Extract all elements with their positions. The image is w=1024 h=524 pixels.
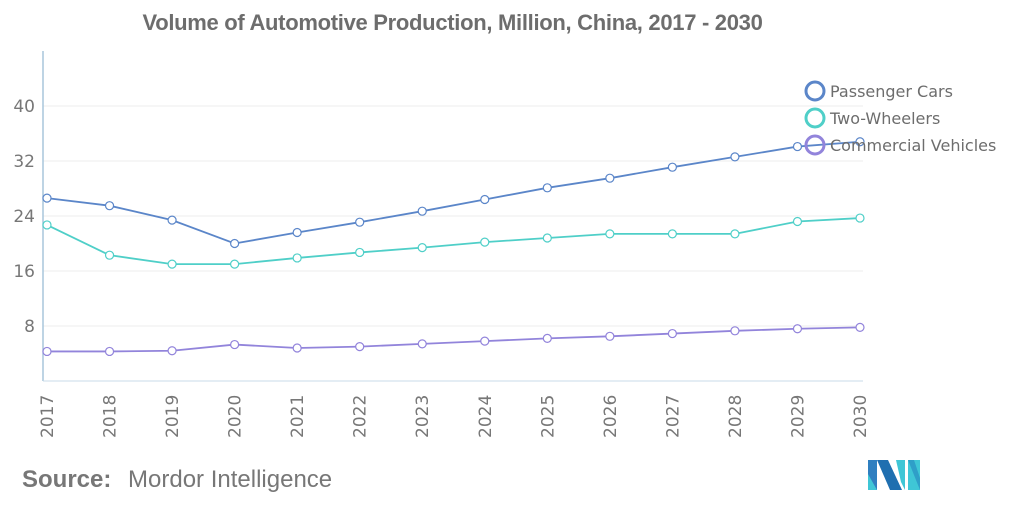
legend-label: Commercial Vehicles	[830, 136, 996, 155]
data-point	[855, 137, 865, 147]
data-point	[167, 259, 177, 269]
chart-title: Volume of Automotive Production, Million…	[142, 10, 763, 35]
data-point	[542, 333, 552, 343]
x-tick-label: 2023	[413, 395, 433, 438]
data-point	[417, 339, 427, 349]
legend-marker-icon	[804, 80, 826, 102]
data-point	[355, 342, 365, 352]
source-label: Source:	[22, 466, 112, 493]
data-point	[480, 336, 490, 346]
data-point	[355, 217, 365, 227]
data-point	[230, 259, 240, 269]
series-line	[47, 326, 861, 353]
x-tick-label: 2028	[726, 395, 746, 438]
legend: Passenger Cars Two-Wheelers Commercial Veh…	[804, 80, 996, 156]
x-tick-label: 2027	[663, 395, 683, 438]
x-tick-label: 2021	[288, 395, 308, 438]
x-tick-label: 2017	[38, 395, 58, 438]
x-tick-label: 2026	[601, 395, 621, 438]
data-point	[230, 339, 240, 350]
data-point	[167, 346, 177, 356]
y-tick-label: 40	[13, 97, 35, 117]
data-point	[855, 213, 865, 223]
series-passenger-cars	[42, 137, 865, 249]
series-commercial-vehicles	[42, 322, 865, 357]
data-point	[730, 152, 740, 162]
data-point	[667, 229, 677, 239]
data-point	[667, 328, 677, 339]
data-point	[42, 346, 52, 357]
x-axis-ticks: 2017 2018 2019 2020 2021 2022 2023 2024 2025 2026…	[38, 395, 871, 438]
data-point	[292, 253, 302, 263]
data-point	[292, 227, 302, 238]
y-tick-label: 16	[13, 262, 35, 282]
legend-item: Commercial Vehicles	[804, 134, 996, 156]
x-tick-label: 2018	[101, 395, 121, 438]
data-point	[605, 229, 615, 239]
data-point	[292, 343, 302, 353]
data-point	[792, 216, 803, 227]
x-tick-label: 2019	[163, 395, 183, 438]
y-tick-label: 24	[13, 207, 35, 227]
data-point	[855, 322, 865, 332]
legend-item: Passenger Cars	[804, 80, 953, 102]
gridlines	[43, 105, 863, 327]
series-line	[46, 217, 861, 266]
data-point	[42, 220, 52, 230]
data-point	[417, 243, 427, 253]
x-tick-label: 2024	[476, 395, 496, 438]
data-point	[730, 326, 740, 336]
legend-item: Two-Wheelers	[804, 107, 940, 129]
data-point	[104, 201, 115, 211]
x-tick-label: 2029	[788, 395, 808, 438]
data-point	[605, 331, 615, 341]
source-credit: Source: Mordor Intelligence	[22, 466, 332, 494]
data-point	[104, 346, 115, 357]
series-lines	[42, 137, 865, 357]
data-point	[792, 141, 803, 152]
series-two-wheelers	[42, 213, 865, 269]
data-point	[480, 194, 490, 205]
data-point	[730, 229, 740, 239]
data-point	[542, 233, 552, 243]
data-point	[792, 324, 803, 334]
y-axis-ticks: 8 16 24 32 40	[13, 97, 35, 337]
data-point	[42, 193, 52, 203]
data-point	[605, 173, 615, 183]
data-point	[355, 247, 365, 258]
data-point	[542, 183, 552, 193]
source-name: Mordor Intelligence	[128, 466, 333, 493]
x-tick-label: 2025	[538, 395, 558, 438]
data-point	[230, 238, 240, 249]
y-tick-label: 32	[13, 152, 35, 172]
data-point	[104, 250, 115, 260]
x-tick-label: 2030	[851, 395, 871, 438]
data-point	[417, 206, 427, 216]
mordor-intelligence-logo	[868, 460, 920, 490]
data-point	[480, 237, 490, 247]
legend-label: Passenger Cars	[830, 82, 953, 101]
legend-marker-icon	[804, 134, 826, 156]
series-line	[46, 140, 861, 245]
legend-marker-icon	[804, 107, 826, 129]
y-tick-label: 8	[24, 317, 35, 337]
legend-label: Two-Wheelers	[829, 109, 940, 128]
x-tick-label: 2022	[351, 395, 371, 438]
data-point	[667, 162, 677, 172]
data-point	[167, 215, 177, 225]
x-tick-label: 2020	[226, 395, 246, 438]
